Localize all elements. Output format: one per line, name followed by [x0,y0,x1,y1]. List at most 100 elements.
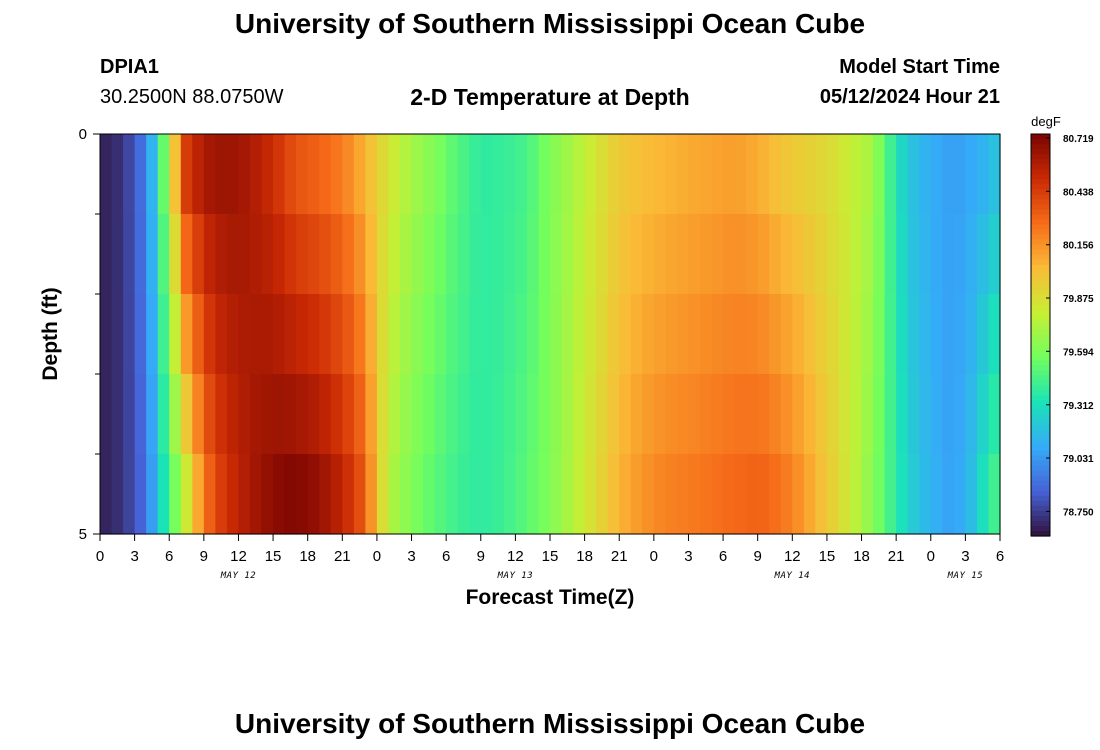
colorbar-segment [1031,319,1050,326]
heatmap-cell [296,294,309,375]
colorbar-segment [1031,365,1050,371]
heatmap-cell [307,214,320,295]
heatmap-cell [838,134,851,215]
colorbar-segment [1031,179,1050,185]
heatmap-cell [492,294,505,375]
x-tick-label: 0 [927,548,935,565]
heatmap-cell [469,454,482,535]
heatmap-cell [388,374,401,455]
heatmap-cell [538,134,551,215]
colorbar-segment [1031,314,1050,321]
heatmap-cell [526,374,540,455]
heatmap-cell [100,374,113,455]
heatmap-cell [942,294,955,375]
heatmap-cell [953,454,966,535]
heatmap-cell [411,374,424,455]
x-tick-label: 18 [299,548,316,565]
heatmap-cell [919,294,932,375]
colorbar-segment [1031,289,1050,296]
heatmap-cell [457,294,470,375]
heatmap-cell [480,374,493,455]
colorbar-segment [1031,485,1050,492]
heatmap-cell [157,454,170,535]
heatmap-cell [180,134,193,215]
heatmap-cell [653,214,666,295]
colorbar-segment [1031,385,1050,391]
heatmap-cell [965,454,978,535]
heatmap-cell [561,454,574,535]
x-tick-label: 15 [819,548,836,565]
x-tick-label: 0 [650,548,658,565]
heatmap-cell [226,454,240,535]
heatmap-cell [550,374,563,455]
heatmap-cell [307,294,320,375]
heatmap-cell [238,214,251,295]
heatmap-cell [492,134,505,215]
heatmap-cell [942,214,955,295]
heatmap-cell [353,294,366,375]
heatmap-cell [192,294,205,375]
heatmap-cell [596,374,609,455]
colorbar-segment [1031,340,1050,346]
heatmap-cell [642,214,655,295]
heatmap-cell [365,374,378,455]
heatmap-cell [607,294,620,375]
colorbar-segment [1031,465,1050,472]
colorbar-segment [1031,500,1050,507]
heatmap-cell [711,294,724,375]
heatmap-cell [826,134,840,215]
x-tick-label: 0 [373,548,381,565]
heatmap-cell [469,214,482,295]
colorbar-segment [1031,169,1050,175]
heatmap-cell [630,294,643,375]
heatmap-cell [273,454,286,535]
colorbar-segment [1031,520,1050,527]
colorbar-tick-label: 79.312 [1063,401,1094,412]
heatmap-cell [273,294,286,375]
heatmap-cell [561,294,574,375]
x-tick-label: 12 [230,548,247,565]
heatmap-cell [676,214,690,295]
heatmap-cell [284,374,297,455]
heatmap-cell [688,214,701,295]
colorbar-segment [1031,269,1050,276]
heatmap-cell [319,214,332,295]
heatmap-cell [711,214,724,295]
heatmap-cell [757,134,770,215]
heatmap-cell [942,374,955,455]
heatmap-cell [988,374,1001,455]
heatmap-cell [838,374,851,455]
colorbar-segment [1031,204,1050,210]
heatmap-cell [988,134,1001,215]
heatmap-cell [330,294,343,375]
colorbar-tick-label: 80.156 [1063,241,1094,252]
heatmap-cell [780,134,793,215]
heatmap-cell [434,134,447,215]
heatmap-cell [203,134,216,215]
heatmap-cell [769,294,782,375]
colorbar-segment [1031,375,1050,381]
heatmap-cell [169,294,182,375]
colorbar-frame [1030,133,1051,537]
heatmap-cell [515,374,528,455]
heatmap-cell [434,214,447,295]
heatmap-cell [907,294,920,375]
heatmap-cell [307,374,320,455]
footer-title: University of Southern Mississippi Ocean… [234,708,866,739]
heatmap-cell [630,374,643,455]
date-label: MAY 15 [947,571,984,581]
heatmap-cell [388,214,401,295]
colorbar-segment [1031,490,1050,497]
heatmap-cell [261,294,274,375]
heatmap-cell [573,214,586,295]
heatmap-cell [665,374,678,455]
heatmap-cell [480,454,493,535]
x-tick-label: 9 [477,548,485,565]
heatmap-cell [503,214,516,295]
heatmap-cell [515,454,528,535]
heatmap-cell [123,214,136,295]
heatmap-cell [757,454,770,535]
heatmap-cell [723,454,736,535]
heatmap-cell [688,134,701,215]
heatmap-cell [238,374,251,455]
